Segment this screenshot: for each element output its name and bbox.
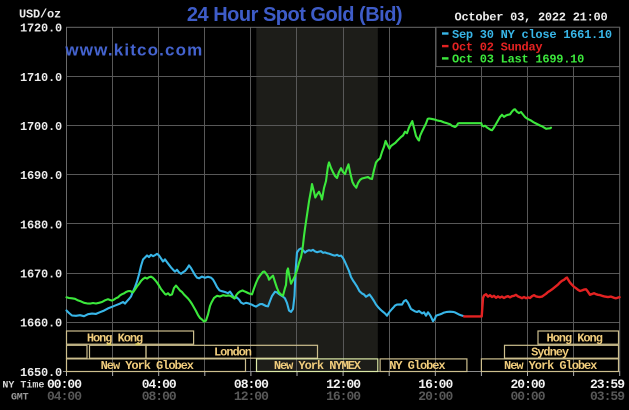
svg-text:1660.0: 1660.0 [20, 317, 62, 331]
svg-text:1720.0: 1720.0 [20, 22, 62, 36]
svg-text:Sep 30 NY close 1661.10: Sep 30 NY close 1661.10 [452, 28, 612, 42]
svg-text:16:00: 16:00 [326, 389, 361, 404]
svg-text:16:00: 16:00 [418, 377, 453, 392]
svg-text:NY Globex: NY Globex [389, 359, 445, 373]
svg-text:New York Globex: New York Globex [504, 359, 597, 373]
svg-text:00:00: 00:00 [510, 389, 545, 404]
svg-text:1680.0: 1680.0 [20, 218, 62, 232]
svg-text:Sydney: Sydney [531, 346, 569, 360]
svg-text:NY Time: NY Time [2, 380, 44, 392]
svg-text:20:00: 20:00 [510, 377, 545, 392]
svg-text:12:00: 12:00 [326, 377, 361, 392]
svg-text:October 03, 2022 21:00: October 03, 2022 21:00 [455, 11, 608, 25]
svg-text:1670.0: 1670.0 [20, 268, 62, 282]
svg-text:1710.0: 1710.0 [20, 71, 62, 85]
svg-text:Hong Kong: Hong Kong [87, 331, 143, 345]
svg-text:London: London [214, 346, 252, 360]
svg-text:1690.0: 1690.0 [20, 169, 62, 183]
svg-text:New York NYMEX: New York NYMEX [274, 359, 362, 373]
svg-text:12:00: 12:00 [234, 389, 269, 404]
svg-text:1700.0: 1700.0 [20, 120, 62, 134]
svg-text:03:59: 03:59 [590, 389, 625, 404]
svg-text:Oct 02 Sunday: Oct 02 Sunday [452, 40, 542, 54]
svg-text:www.kitco.com: www.kitco.com [64, 40, 203, 59]
svg-text:08:00: 08:00 [234, 377, 269, 392]
svg-text:GMT: GMT [11, 393, 29, 404]
svg-text:New York Globex: New York Globex [101, 359, 194, 373]
svg-text:00:00: 00:00 [47, 377, 82, 392]
svg-text:04:00: 04:00 [142, 377, 177, 392]
svg-text:23:59: 23:59 [590, 377, 625, 392]
svg-text:Oct 03 Last 1699.10: Oct 03 Last 1699.10 [452, 53, 584, 67]
svg-text:24 Hour Spot Gold (Bid): 24 Hour Spot Gold (Bid) [187, 4, 402, 26]
svg-text:USD/oz: USD/oz [19, 8, 61, 22]
svg-text:Hong Kong: Hong Kong [547, 331, 603, 345]
svg-text:04:00: 04:00 [47, 389, 82, 404]
svg-text:1650.0: 1650.0 [20, 366, 62, 380]
svg-text:08:00: 08:00 [142, 389, 177, 404]
svg-text:20:00: 20:00 [418, 389, 453, 404]
